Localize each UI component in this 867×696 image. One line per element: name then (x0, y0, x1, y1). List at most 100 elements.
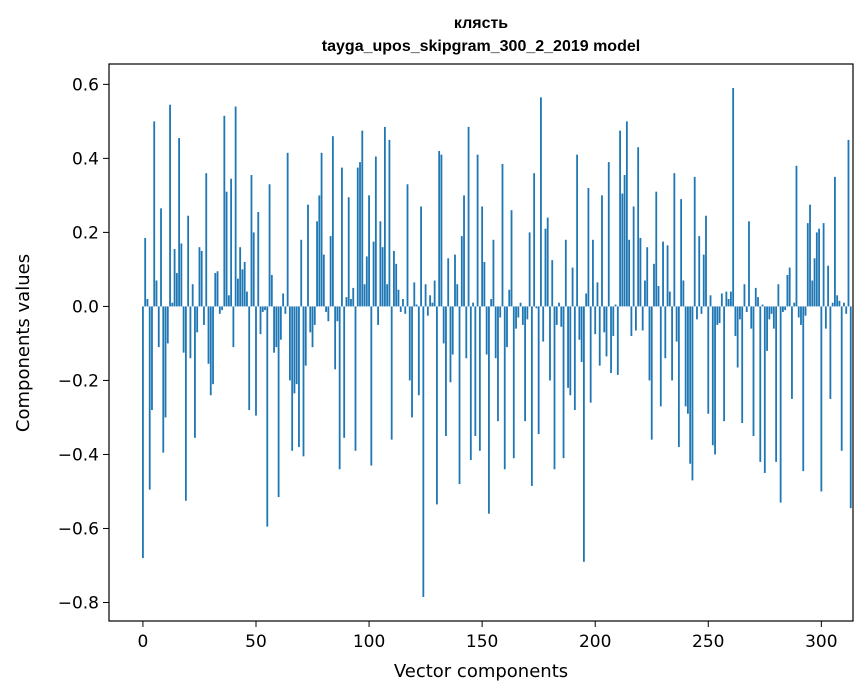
x-tick-label: 300 (805, 632, 837, 652)
bar-191 (573, 306, 576, 411)
bar-61 (279, 306, 282, 340)
bar-48 (250, 175, 253, 307)
bar-105 (379, 221, 382, 307)
bar-294 (806, 223, 809, 307)
bar-124 (422, 306, 425, 597)
bar-242 (689, 306, 692, 464)
bar-134 (445, 306, 447, 436)
bar-35 (221, 306, 223, 311)
bar-313 (849, 306, 852, 509)
bar-255 (718, 306, 721, 324)
bar-139 (456, 284, 459, 307)
bar-117 (406, 184, 409, 307)
bar-16 (178, 138, 181, 307)
bar-272 (757, 297, 759, 307)
bar-172 (530, 306, 533, 486)
bar-273 (759, 306, 762, 462)
bar-218 (635, 306, 637, 331)
bar-258 (725, 291, 728, 307)
bar-151 (483, 262, 486, 307)
bar-183 (555, 306, 558, 325)
bar-221 (641, 306, 644, 331)
bar-241 (687, 306, 689, 414)
bar-28 (205, 173, 208, 307)
bar-133 (442, 306, 445, 344)
bar-163 (510, 210, 513, 307)
bar-59 (275, 306, 278, 348)
bar-147 (474, 306, 477, 436)
bar-174 (535, 306, 538, 309)
bar-42 (237, 278, 239, 307)
bar-211 (619, 130, 621, 307)
bar-244 (693, 176, 696, 307)
bar-38 (227, 295, 230, 307)
bar-18 (182, 306, 185, 353)
bar-26 (200, 250, 203, 307)
bar-295 (809, 204, 811, 307)
bar-5 (153, 121, 156, 307)
bar-74 (309, 306, 312, 333)
bar-175 (537, 306, 540, 435)
bar-239 (682, 280, 685, 307)
bar-310 (843, 302, 845, 307)
bar-98 (363, 284, 366, 307)
chart-subtitle: tayga_upos_skipgram_300_2_2019 model (322, 38, 640, 55)
bar-280 (775, 306, 778, 462)
bar-158 (499, 306, 502, 318)
bar-249 (705, 215, 707, 307)
bar-164 (512, 306, 515, 459)
bar-198 (589, 306, 592, 403)
bar-149 (478, 306, 481, 451)
bar-250 (707, 306, 710, 414)
bar-162 (508, 289, 511, 307)
y-tick-label: −0.4 (58, 445, 99, 465)
bar-245 (696, 306, 698, 320)
bar-300 (820, 306, 823, 492)
bar-90 (345, 297, 348, 307)
bar-49 (252, 232, 255, 307)
bar-238 (680, 199, 683, 307)
bar-184 (558, 302, 560, 307)
bar-24 (196, 306, 199, 333)
bar-259 (727, 299, 730, 307)
bar-307 (836, 295, 839, 307)
bar-204 (603, 306, 606, 333)
bar-71 (302, 306, 305, 457)
bar-267 (745, 306, 748, 312)
bar-264 (739, 306, 741, 320)
bar-209 (614, 304, 617, 307)
bar-64 (286, 152, 289, 307)
bar-298 (815, 232, 818, 307)
x-tick-label: 150 (466, 632, 498, 652)
y-tick-label: −0.8 (58, 593, 99, 613)
bar-186 (562, 306, 565, 459)
y-axis: −0.8 −0.6 −0.4 −0.2 0.0 0.2 0.4 0.6 (58, 75, 109, 613)
bar-208 (612, 306, 615, 337)
bar-153 (488, 306, 490, 514)
bar-54 (264, 306, 266, 311)
bar-0 (142, 306, 144, 559)
bar-55 (266, 306, 269, 527)
bar-304 (829, 306, 832, 399)
bar-123 (420, 206, 422, 307)
bar-284 (784, 306, 787, 311)
bar-229 (659, 306, 662, 407)
bar-19 (184, 306, 187, 501)
bar-278 (770, 306, 773, 314)
x-tick-label: 200 (579, 632, 611, 652)
bar-47 (248, 306, 251, 411)
bar-261 (732, 88, 735, 307)
bar-228 (657, 286, 660, 307)
bar-85 (334, 306, 337, 370)
x-axis-label: Vector components (394, 661, 568, 682)
bar-11 (166, 306, 169, 344)
bar-202 (598, 306, 601, 366)
bar-144 (467, 126, 470, 307)
bar-100 (368, 195, 370, 307)
bar-63 (284, 306, 287, 314)
bar-170 (526, 306, 529, 320)
bar-46 (246, 291, 248, 307)
bar-132 (440, 154, 443, 307)
bar-235 (673, 173, 676, 307)
bar-32 (214, 273, 217, 307)
